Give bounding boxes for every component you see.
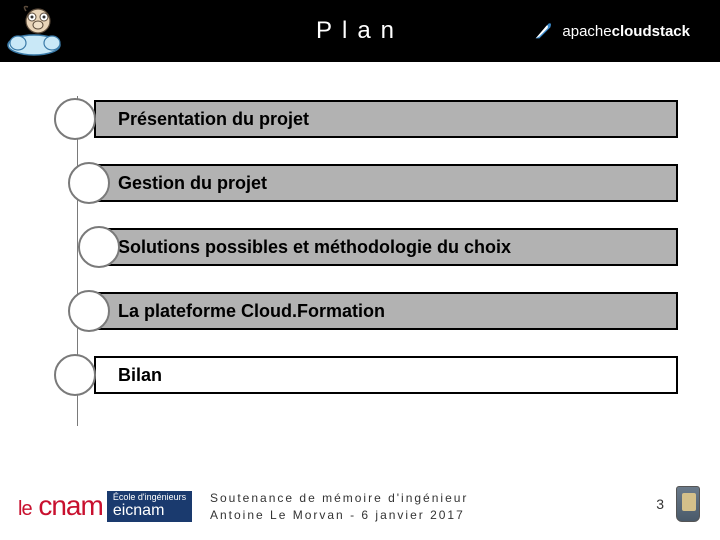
slide-title: Plan	[316, 17, 404, 45]
plan-item: Gestion du projet	[0, 164, 720, 204]
plan-item-bullet	[54, 354, 96, 396]
plan-item: Solutions possibles et méthodologie du c…	[0, 228, 720, 268]
plan-item-label: Solutions possibles et méthodologie du c…	[118, 237, 511, 258]
plan-item: La plateforme Cloud.Formation	[0, 292, 720, 332]
plan-item-label: Présentation du projet	[118, 109, 309, 130]
plan-item-bullet	[68, 162, 110, 204]
page-number: 3	[656, 496, 664, 512]
brand-text-light: apache	[562, 23, 611, 40]
eicnam-logo-box: École d'ingénieurs eicnam	[107, 491, 192, 522]
plan-item-bar: Solutions possibles et méthodologie du c…	[94, 228, 678, 266]
cnam-le: le	[18, 498, 32, 520]
cnam-main: cnam	[38, 490, 102, 521]
plan-item-bullet	[68, 290, 110, 332]
plan-item: Bilan	[0, 356, 720, 396]
footer-caption: Soutenance de mémoire d'ingénieur Antoin…	[210, 490, 468, 524]
shield-icon	[676, 486, 700, 522]
brand-text-bold: cloudstack	[612, 23, 690, 40]
plan-item-label: Bilan	[118, 365, 162, 386]
header-bar: Plan apachecloudstack	[0, 0, 720, 62]
plan-item-bar: La plateforme Cloud.Formation	[94, 292, 678, 330]
apache-cloudstack-brand: apachecloudstack	[532, 20, 690, 42]
eicnam-big-text: eicnam	[113, 502, 165, 520]
plan-item: Présentation du projet	[0, 100, 720, 140]
plan-item-bar: Bilan	[94, 356, 678, 394]
plan-item-label: Gestion du projet	[118, 173, 267, 194]
plan-item-bar: Présentation du projet	[94, 100, 678, 138]
plan-item-bullet	[54, 98, 96, 140]
plan-item-label: La plateforme Cloud.Formation	[118, 301, 385, 322]
cloudstack-monkey-logo	[6, 5, 66, 57]
plan-item-bullet	[78, 226, 120, 268]
plan-list: Présentation du projet Gestion du projet…	[0, 100, 720, 420]
cnam-logo-group: le cnam École d'ingénieurs eicnam	[18, 490, 192, 522]
footer: le cnam École d'ingénieurs eicnam Souten…	[0, 470, 720, 530]
feather-icon	[532, 20, 554, 42]
plan-item-bar: Gestion du projet	[94, 164, 678, 202]
footer-line-1: Soutenance de mémoire d'ingénieur	[210, 490, 468, 507]
cnam-logo-text: le cnam	[18, 490, 103, 522]
eicnam-small-text: École d'ingénieurs	[113, 493, 186, 503]
footer-line-2: Antoine Le Morvan - 6 janvier 2017	[210, 507, 468, 524]
